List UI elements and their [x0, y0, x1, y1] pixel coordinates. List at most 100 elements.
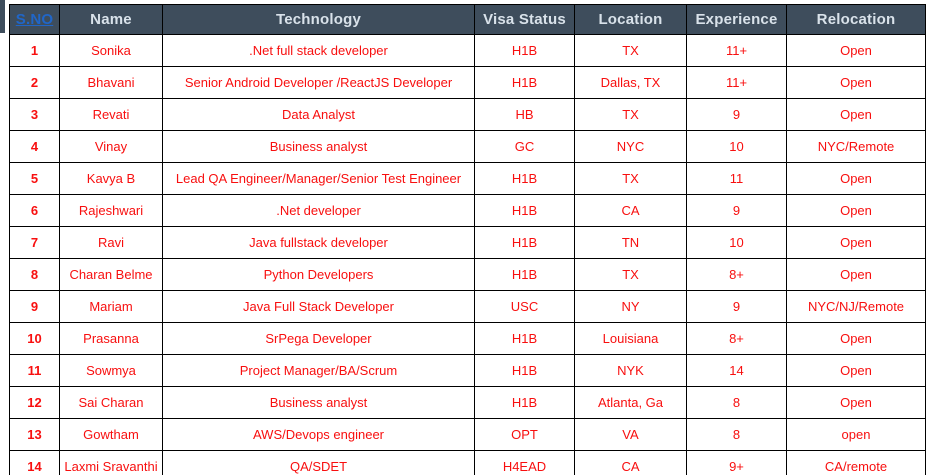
cell-name: Prasanna — [59, 322, 163, 355]
cell-visa_status: H1B — [474, 194, 575, 227]
cell-location: TX — [574, 258, 687, 291]
header-sno: S.NO — [9, 4, 60, 35]
cell-location: Atlanta, Ga — [574, 386, 687, 419]
candidates-table: S.NO Name Technology Visa Status Locatio… — [9, 4, 926, 475]
header-experience: Experience — [686, 4, 787, 35]
table-row: 5 Kavya B Lead QA Engineer/Manager/Senior … — [9, 162, 926, 195]
cell-name: Ravi — [59, 226, 163, 259]
table-row: 7 Ravi Java fullstack developer H1B TN 10 Open — [9, 226, 926, 259]
cell-sno: 8 — [9, 258, 60, 291]
header-relocation: Relocation — [786, 4, 926, 35]
table-row: 2 Bhavani Senior Android Developer /ReactJ… — [9, 66, 926, 99]
cell-name: Vinay — [59, 130, 163, 163]
cell-technology: .Net developer — [162, 194, 475, 227]
cell-location: NYK — [574, 354, 687, 387]
header-name: Name — [59, 4, 163, 35]
cell-technology: QA/SDET — [162, 450, 475, 475]
cell-visa_status: H1B — [474, 386, 575, 419]
cell-technology: Java fullstack developer — [162, 226, 475, 259]
cell-relocation: Open — [786, 226, 926, 259]
cell-technology: AWS/Devops engineer — [162, 418, 475, 451]
cell-relocation: Open — [786, 98, 926, 131]
cell-name: Bhavani — [59, 66, 163, 99]
cell-sno: 10 — [9, 322, 60, 355]
cell-location: TN — [574, 226, 687, 259]
cell-experience: 10 — [686, 226, 787, 259]
cell-name: Sai Charan — [59, 386, 163, 419]
cell-relocation: CA/remote — [786, 450, 926, 475]
cell-relocation: Open — [786, 66, 926, 99]
table-row: 4 Vinay Business analyst GC NYC 10 NYC/Remote — [9, 130, 926, 163]
cell-relocation: Open — [786, 162, 926, 195]
table-row: 1 Sonika .Net full stack developer H1B TX 11+… — [9, 34, 926, 67]
cell-sno: 11 — [9, 354, 60, 387]
cell-sno: 6 — [9, 194, 60, 227]
table-body: 1 Sonika .Net full stack developer H1B TX 11+… — [9, 34, 926, 475]
cell-relocation: Open — [786, 386, 926, 419]
cell-name: Sowmya — [59, 354, 163, 387]
table-row: 3 Revati Data Analyst HB TX 9 Open — [9, 98, 926, 131]
sno-header-link[interactable]: S.NO — [15, 11, 54, 28]
cell-location: TX — [574, 34, 687, 67]
cell-relocation: open — [786, 418, 926, 451]
cell-location: TX — [574, 162, 687, 195]
cell-technology: Python Developers — [162, 258, 475, 291]
cell-sno: 5 — [9, 162, 60, 195]
cell-sno: 2 — [9, 66, 60, 99]
cell-relocation: NYC/NJ/Remote — [786, 290, 926, 323]
table-row: 13 Gowtham AWS/Devops engineer OPT VA 8 open — [9, 418, 926, 451]
cell-visa_status: H4EAD — [474, 450, 575, 475]
cell-location: Dallas, TX — [574, 66, 687, 99]
cell-visa_status: H1B — [474, 322, 575, 355]
cell-visa_status: HB — [474, 98, 575, 131]
cell-experience: 8+ — [686, 322, 787, 355]
cell-sno: 4 — [9, 130, 60, 163]
cell-experience: 11+ — [686, 34, 787, 67]
cell-name: Kavya B — [59, 162, 163, 195]
header-edge-fragment — [0, 0, 5, 33]
cell-name: Laxmi Sravanthi — [59, 450, 163, 475]
cell-name: Rajeshwari — [59, 194, 163, 227]
cell-location: Louisiana — [574, 322, 687, 355]
cell-technology: Data Analyst — [162, 98, 475, 131]
cell-visa_status: OPT — [474, 418, 575, 451]
cell-sno: 9 — [9, 290, 60, 323]
cell-technology: .Net full stack developer — [162, 34, 475, 67]
cell-relocation: Open — [786, 258, 926, 291]
cell-location: CA — [574, 194, 687, 227]
cell-location: NYC — [574, 130, 687, 163]
cell-technology: Business analyst — [162, 386, 475, 419]
cell-name: Revati — [59, 98, 163, 131]
cell-visa_status: H1B — [474, 354, 575, 387]
cell-technology: Java Full Stack Developer — [162, 290, 475, 323]
header-technology: Technology — [162, 4, 475, 35]
cell-experience: 9 — [686, 98, 787, 131]
cell-experience: 11 — [686, 162, 787, 195]
cell-experience: 8 — [686, 386, 787, 419]
cell-sno: 12 — [9, 386, 60, 419]
cell-experience: 9 — [686, 290, 787, 323]
cell-location: NY — [574, 290, 687, 323]
header-location: Location — [574, 4, 687, 35]
cell-location: CA — [574, 450, 687, 475]
table-row: 11 Sowmya Project Manager/BA/Scrum H1B NYK 14… — [9, 354, 926, 387]
cell-visa_status: H1B — [474, 258, 575, 291]
cell-visa_status: H1B — [474, 226, 575, 259]
table-row: 10 Prasanna SrPega Developer H1B Louisiana 8+… — [9, 322, 926, 355]
cell-experience: 8 — [686, 418, 787, 451]
cell-experience: 9 — [686, 194, 787, 227]
cell-technology: Business analyst — [162, 130, 475, 163]
cell-visa_status: H1B — [474, 34, 575, 67]
cell-visa_status: GC — [474, 130, 575, 163]
cell-experience: 14 — [686, 354, 787, 387]
cell-technology: Senior Android Developer /ReactJS Develo… — [162, 66, 475, 99]
table-row: 14 Laxmi Sravanthi QA/SDET H4EAD CA 9+ CA/remo… — [9, 450, 926, 475]
header-row: S.NO Name Technology Visa Status Locatio… — [9, 4, 926, 35]
cell-visa_status: H1B — [474, 162, 575, 195]
cell-sno: 1 — [9, 34, 60, 67]
cell-name: Charan Belme — [59, 258, 163, 291]
cell-visa_status: H1B — [474, 66, 575, 99]
cell-relocation: Open — [786, 354, 926, 387]
cell-experience: 10 — [686, 130, 787, 163]
